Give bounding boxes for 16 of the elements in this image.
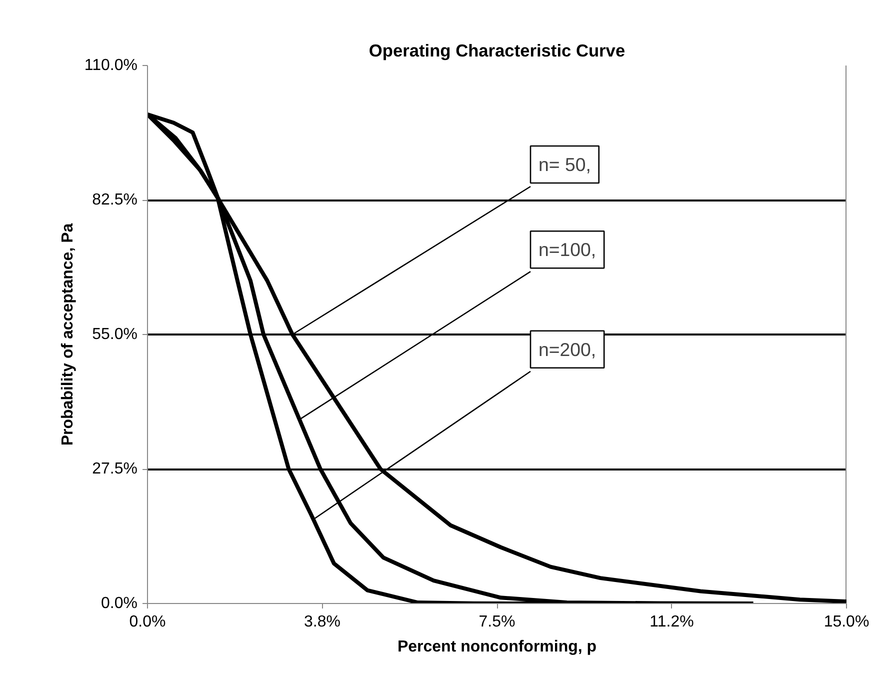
annotation: n=100,: [538, 239, 596, 260]
annotation: n=200,: [538, 338, 596, 360]
annotation: n= 50,: [538, 154, 591, 175]
y-tick-label: 55.0%: [92, 326, 138, 343]
x-tick-label: 11.2%: [650, 614, 694, 630]
x-tick-label: 7.5%: [478, 614, 516, 630]
x-tick-label: 3.8%: [304, 614, 340, 630]
x-tick-label: 0.0%: [129, 614, 166, 630]
y-tick-label: 0.0%: [101, 595, 138, 612]
y-tick-label: 110.0%: [84, 57, 138, 74]
y-tick-label: 82.5%: [92, 192, 138, 208]
y-tick-label: 27.5%: [92, 460, 138, 478]
chart-title: Operating Characteristic Curve: [368, 40, 626, 60]
x-axis-title: Percent nonconforming, p: [397, 638, 597, 656]
x-tick-label: 15.0%: [824, 614, 870, 630]
y-axis-title: Probability of acceptance, Pa: [59, 223, 76, 446]
